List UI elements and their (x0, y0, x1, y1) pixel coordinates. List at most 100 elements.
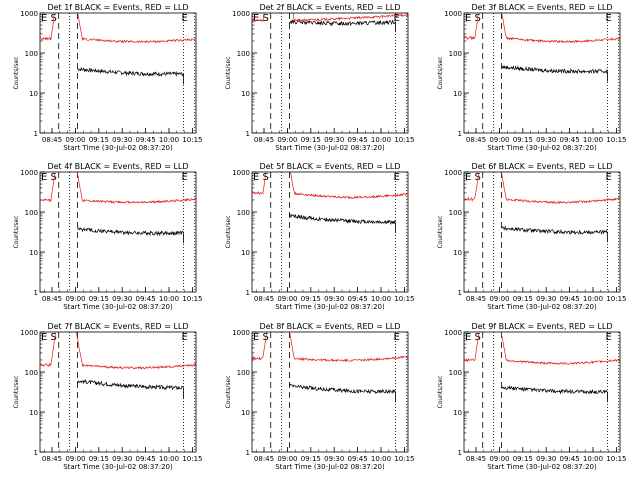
chart-title: Det 5f BLACK = Events, RED = LLD (259, 162, 400, 171)
y-tick-label: 1000 (444, 169, 462, 177)
x-tick-label: 09:30 (536, 295, 556, 303)
chart-title: Det 6f BLACK = Events, RED = LLD (471, 162, 612, 171)
y-tick-label: 1000 (20, 169, 38, 177)
marker-e-left: E (465, 172, 471, 183)
x-tick-label: 09:00 (277, 455, 297, 463)
marker-e-left: E (465, 13, 471, 24)
series-events-line (77, 378, 184, 391)
y-tick-label: 100 (449, 369, 462, 377)
y-tick-label: 1000 (232, 329, 250, 337)
series-lld-line (252, 332, 408, 363)
series-events-line (501, 225, 608, 235)
y-axis-label: Counts/sec (437, 215, 444, 248)
x-tick-label: 09:45 (560, 295, 580, 303)
x-axis-label: Start Time (30-Jul-02 08:37:20) (275, 303, 385, 311)
series-events-line (289, 19, 396, 27)
x-tick-label: 09:15 (513, 295, 533, 303)
x-tick-label: 10:15 (182, 136, 202, 144)
x-tick-label: 08:45 (466, 455, 486, 463)
chart-title: Det 3f BLACK = Events, RED = LLD (471, 3, 612, 12)
marker-e-right: E (182, 13, 188, 24)
plot-frame (463, 171, 621, 293)
x-tick-label: 09:00 (65, 455, 85, 463)
y-tick-label: 100 (237, 369, 250, 377)
x-tick-label: 08:45 (466, 136, 486, 144)
x-tick-label: 09:00 (489, 455, 509, 463)
x-axis-label: Start Time (30-Jul-02 08:37:20) (63, 463, 173, 471)
x-tick-label: 09:00 (277, 295, 297, 303)
x-tick-label: 10:00 (159, 295, 179, 303)
x-tick-label: 09:45 (348, 295, 368, 303)
x-tick-label: 09:15 (513, 136, 533, 144)
x-tick-label: 10:15 (606, 136, 626, 144)
y-tick-label: 1000 (444, 10, 462, 18)
y-tick-label: 1000 (232, 169, 250, 177)
x-axis-label: Start Time (30-Jul-02 08:37:20) (487, 463, 597, 471)
x-tick-label: 10:15 (182, 295, 202, 303)
x-axis-label: Start Time (30-Jul-02 08:37:20) (63, 144, 173, 152)
chart-title: Det 2f BLACK = Events, RED = LLD (259, 3, 400, 12)
x-axis-label: Start Time (30-Jul-02 08:37:20) (487, 303, 597, 311)
x-tick-label: 09:00 (277, 136, 297, 144)
x-tick-label: 10:15 (606, 455, 626, 463)
y-axis-label: Counts/sec (13, 375, 20, 408)
marker-s: S (474, 332, 480, 343)
plot-frame (251, 12, 409, 134)
x-tick-label: 09:45 (348, 455, 368, 463)
y-tick-label: 100 (25, 50, 38, 58)
y-tick-label: 1 (34, 130, 38, 138)
x-tick-label: 10:00 (159, 136, 179, 144)
x-tick-label: 09:45 (348, 136, 368, 144)
y-tick-label: 10 (241, 249, 250, 257)
marker-e-right: E (182, 332, 188, 343)
y-tick-label: 1000 (444, 329, 462, 337)
x-tick-label: 10:00 (371, 295, 391, 303)
y-tick-label: 1000 (232, 10, 250, 18)
marker-s: S (262, 172, 268, 183)
y-axis-label: Counts/sec (225, 215, 232, 248)
series-lld-line (40, 13, 196, 44)
x-tick-label: 09:45 (560, 455, 580, 463)
series-events-line (77, 227, 184, 237)
x-tick-label: 09:15 (301, 295, 321, 303)
y-tick-label: 10 (29, 249, 38, 257)
x-tick-label: 09:30 (536, 455, 556, 463)
plot-frame (463, 12, 621, 134)
y-tick-label: 1 (34, 289, 38, 297)
chart-title: Det 9f BLACK = Events, RED = LLD (471, 322, 612, 331)
chart-panel: Det 5f BLACK = Events, RED = LLD 1 10 100 10… (225, 162, 415, 311)
x-tick-label: 09:45 (136, 295, 156, 303)
series-events-line (77, 66, 184, 77)
y-tick-label: 1 (246, 289, 250, 297)
x-tick-label: 09:15 (89, 136, 109, 144)
plot-frame (251, 171, 409, 293)
x-tick-label: 09:00 (65, 136, 85, 144)
series-events-line (289, 383, 396, 395)
y-axis-label: Counts/sec (13, 56, 20, 89)
marker-e-right: E (394, 13, 400, 24)
x-tick-label: 09:00 (489, 136, 509, 144)
plot-frame (251, 331, 409, 453)
chart-title: Det 4f BLACK = Events, RED = LLD (47, 162, 188, 171)
x-tick-label: 10:00 (371, 455, 391, 463)
x-tick-label: 10:00 (583, 455, 603, 463)
y-axis-label: Counts/sec (437, 375, 444, 408)
marker-e-left: E (41, 332, 47, 343)
marker-s: S (50, 172, 56, 183)
marker-e-right: E (606, 172, 612, 183)
series-events-line (289, 213, 396, 225)
chart-panel: Det 9f BLACK = Events, RED = LLD 1 10 100 10… (437, 322, 627, 471)
plot-frame (39, 331, 197, 453)
y-tick-label: 100 (449, 50, 462, 58)
x-tick-label: 10:15 (182, 455, 202, 463)
marker-e-right: E (606, 332, 612, 343)
plot-frame (39, 12, 197, 134)
series-lld-line (252, 13, 408, 23)
x-axis-label: Start Time (30-Jul-02 08:37:20) (487, 144, 597, 152)
series-lld-line (40, 172, 196, 205)
marker-e-left: E (253, 172, 259, 183)
x-tick-label: 09:00 (65, 295, 85, 303)
marker-s: S (50, 332, 56, 343)
y-tick-label: 10 (241, 90, 250, 98)
x-tick-label: 09:30 (112, 455, 132, 463)
